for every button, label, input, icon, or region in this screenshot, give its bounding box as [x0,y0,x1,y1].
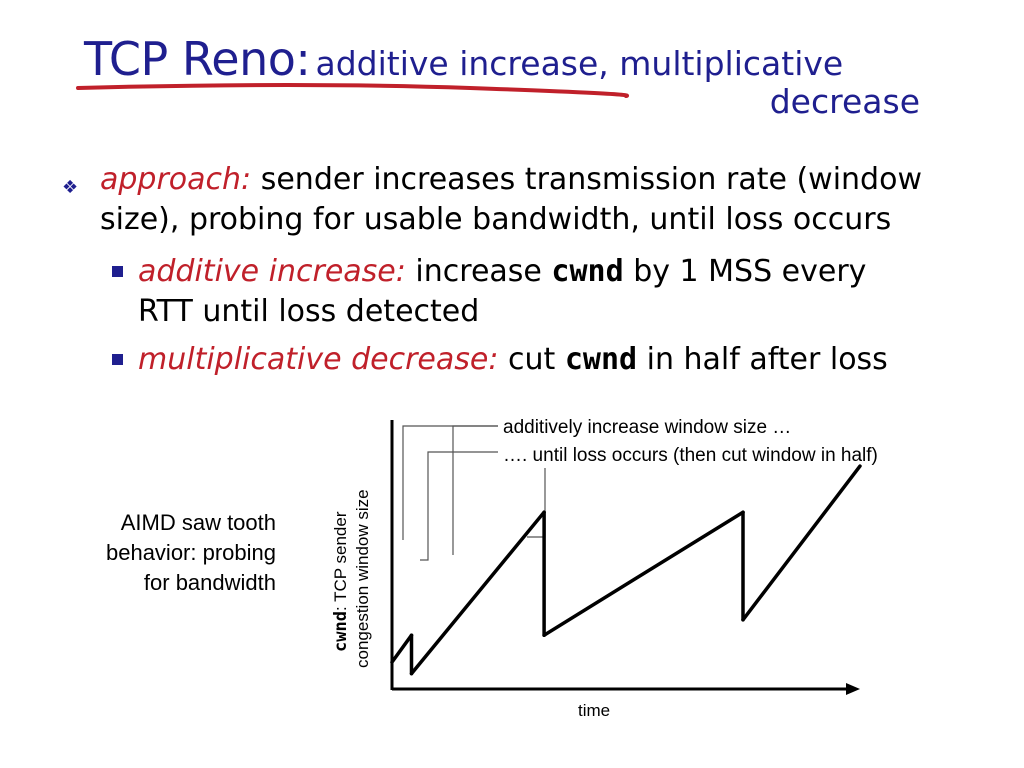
mult-pre: cut [508,342,556,377]
approach-text-line1: sender increases transmission rate (wind… [260,162,922,197]
bullet-additive-increase: additive increase: increase cwnd by 1 MS… [112,252,972,332]
sawtooth-series [390,464,862,676]
y-axis-label-line2: congestion window size [353,489,372,668]
side-label-line3: for bandwidth [143,570,276,595]
mult-label: multiplicative decrease: [138,342,499,377]
additive-post-line2: RTT until loss detected [138,294,480,329]
cwnd-segment [741,464,862,622]
y-axis-label-code: cwnd [331,611,351,652]
x-axis-label: time [578,701,610,720]
side-label-line1: AIMD saw tooth [120,510,276,535]
leader-line-1 [402,425,498,540]
y-axis-label-line1: : TCP sender [331,511,350,611]
square-bullet-icon [112,266,123,277]
approach-label: approach: [100,162,252,197]
x-axis-arrow-icon [846,683,860,695]
approach-text-line2: size), probing for usable bandwidth, unt… [100,202,892,237]
cwnd-segment [390,633,414,664]
bullet-approach: ❖ approach: sender increases transmissio… [62,160,982,240]
leader-line-4 [527,468,546,538]
side-label-line2: behavior: probing [105,540,276,565]
leader-line-2 [452,425,498,555]
aimd-side-label: AIMD saw tooth behavior: probing for ban… [40,508,276,598]
annotation-increase: additively increase window size … [503,417,791,438]
square-bullet-icon [112,354,123,365]
slide-title: TCP Reno: additive increase, multiplicat… [84,32,924,121]
bullet-multiplicative-decrease: multiplicative decrease: cut cwnd in hal… [112,340,972,380]
title-main: TCP Reno: [84,32,311,86]
y-axis-label: cwnd: TCP sender [331,511,351,652]
title-sub-line2: decrease [769,82,920,121]
additive-label: additive increase: [138,254,406,289]
cwnd-segment [409,510,546,676]
additive-post-line1: by 1 MSS every [633,254,867,289]
title-sub-line1: additive increase, multiplicative [315,44,844,83]
mult-post: in half after loss [646,342,888,377]
leader-line-3 [420,451,498,561]
diamond-bullet-icon: ❖ [62,177,79,198]
additive-code: cwnd [551,254,624,289]
additive-pre: increase [415,254,542,289]
annotation-loss: …. until loss occurs (then cut window in… [503,445,878,466]
mult-code: cwnd [564,342,638,377]
cwnd-segment [542,510,745,637]
